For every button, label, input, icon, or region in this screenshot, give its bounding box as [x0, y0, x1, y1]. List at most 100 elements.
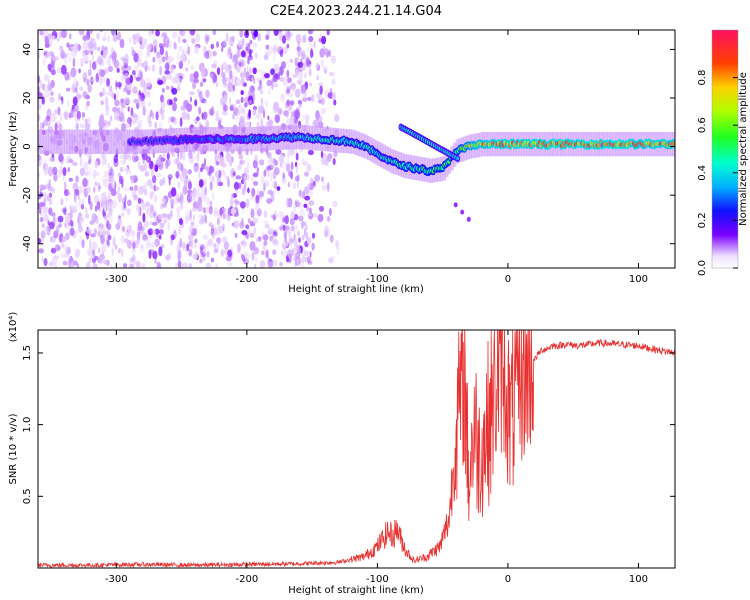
- noise-speckle: [99, 246, 105, 256]
- noise-speckle: [49, 212, 56, 217]
- noise-speckle: [92, 61, 97, 71]
- noise-speckle: [280, 93, 286, 101]
- noise-speckle: [248, 67, 252, 75]
- noise-speckle: [94, 255, 98, 261]
- noise-speckle: [311, 259, 313, 266]
- noise-speckle: [196, 116, 200, 122]
- noise-speckle: [222, 110, 228, 116]
- noise-speckle: [97, 247, 101, 254]
- noise-speckle: [229, 96, 232, 105]
- noise-speckle: [133, 256, 137, 266]
- noise-speckle: [272, 170, 277, 180]
- noise-speckle: [299, 209, 306, 218]
- noise-speckle: [272, 230, 277, 235]
- noise-speckle: [332, 200, 338, 208]
- noise-speckle: [226, 32, 229, 42]
- noise-speckle: [232, 84, 236, 92]
- noise-speckle: [243, 184, 246, 192]
- noise-speckle: [220, 169, 225, 176]
- noise-speckle: [177, 249, 182, 260]
- noise-speckle: [286, 77, 292, 84]
- noise-speckle: [154, 238, 161, 247]
- noise-speckle: [264, 73, 270, 79]
- noise-speckle: [229, 52, 233, 60]
- noise-speckle: [308, 30, 314, 35]
- noise-speckle: [50, 247, 57, 254]
- noise-speckle: [154, 258, 157, 264]
- noise-speckle: [116, 67, 120, 73]
- noise-speckle: [187, 169, 192, 175]
- noise-speckle: [162, 109, 165, 114]
- noise-speckle: [175, 262, 178, 268]
- noise-speckle: [96, 32, 101, 40]
- noise-speckle: [266, 30, 271, 36]
- noise-speckle: [123, 263, 127, 268]
- noise-speckle: [116, 89, 119, 100]
- noise-speckle: [86, 261, 91, 268]
- noise-speckle: [176, 211, 181, 221]
- noise-speckle: [243, 67, 247, 78]
- noise-speckle: [145, 240, 151, 249]
- noise-speckle: [132, 69, 136, 76]
- noise-speckle: [115, 222, 121, 230]
- noise-speckle: [52, 216, 57, 226]
- noise-speckle: [78, 68, 81, 74]
- noise-speckle: [82, 40, 89, 50]
- noise-speckle: [120, 98, 124, 104]
- noise-speckle: [76, 263, 80, 268]
- noise-speckle: [319, 85, 323, 95]
- noise-speckle: [179, 117, 183, 128]
- noise-speckle: [132, 194, 139, 201]
- noise-speckle: [206, 196, 210, 206]
- x-tick-label: -300: [105, 574, 128, 585]
- noise-speckle: [72, 57, 76, 68]
- noise-speckle: [307, 96, 312, 101]
- noise-speckle: [86, 78, 90, 86]
- noise-speckle: [302, 190, 305, 199]
- noise-speckle: [43, 51, 47, 56]
- noise-speckle: [294, 88, 301, 98]
- noise-speckle: [137, 221, 143, 232]
- noise-speckle: [129, 37, 132, 44]
- noise-speckle: [78, 198, 82, 207]
- noise-speckle: [151, 221, 158, 226]
- noise-speckle: [284, 215, 289, 225]
- noise-speckle: [229, 197, 234, 207]
- noise-speckle: [247, 48, 254, 54]
- noise-speckle: [139, 44, 145, 50]
- noise-speckle: [45, 183, 51, 189]
- noise-speckle: [299, 70, 303, 80]
- noise-speckle: [216, 237, 221, 244]
- noise-speckle: [185, 215, 189, 224]
- noise-speckle: [141, 202, 147, 211]
- noise-speckle: [112, 237, 116, 247]
- noise-speckle: [72, 96, 78, 106]
- noise-speckle: [247, 218, 251, 224]
- noise-speckle: [66, 156, 72, 164]
- x-tick-label: -200: [236, 274, 259, 285]
- noise-speckle: [129, 74, 133, 84]
- noise-speckle: [67, 258, 70, 268]
- noise-speckle: [121, 226, 126, 232]
- noise-speckle: [48, 224, 53, 231]
- noise-speckle: [123, 187, 129, 192]
- noise-speckle: [147, 114, 152, 124]
- noise-speckle: [293, 233, 296, 241]
- ridge-haze: [98, 129, 102, 154]
- noise-speckle: [240, 253, 243, 259]
- noise-speckle: [227, 46, 232, 55]
- noise-speckle: [252, 159, 258, 169]
- noise-speckle: [307, 46, 310, 53]
- ridge-haze: [92, 129, 96, 154]
- noise-speckle: [324, 225, 329, 232]
- noise-speckle: [133, 98, 139, 104]
- noise-speckle: [189, 96, 193, 103]
- noise-speckle: [111, 199, 118, 209]
- colorbar-tick-label: 0.2: [697, 212, 708, 228]
- noise-speckle: [258, 190, 265, 198]
- noise-speckle: [289, 240, 292, 250]
- noise-speckle: [331, 255, 336, 260]
- noise-speckle: [165, 62, 170, 71]
- noise-speckle: [94, 41, 97, 51]
- noise-speckle: [232, 75, 235, 82]
